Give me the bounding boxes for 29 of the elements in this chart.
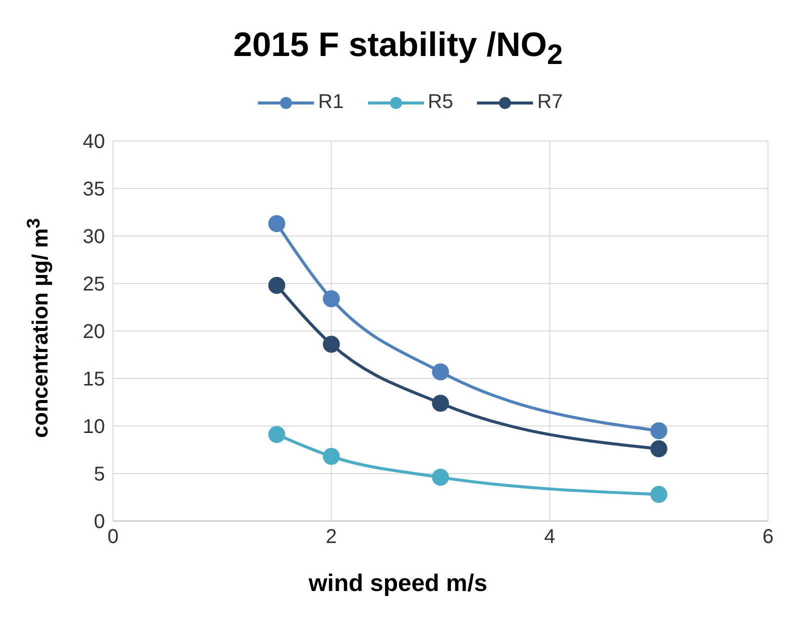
y-tick-label: 15 — [82, 368, 105, 391]
y-tick-label: 0 — [94, 511, 105, 534]
point — [432, 394, 449, 412]
point — [650, 486, 668, 503]
y-tick-label: 25 — [82, 274, 105, 296]
point — [322, 336, 340, 353]
chart-title: 2015 F stability /NO$_{2}$ — [232, 25, 564, 73]
point — [650, 422, 668, 440]
y-tick-label: 5 — [94, 464, 105, 486]
y-tick-label: 20 — [82, 321, 105, 344]
x-tick-label: 6 — [762, 526, 774, 548]
point — [268, 276, 286, 294]
y-tick-label: 30 — [82, 226, 105, 248]
legend-label: R1 — [317, 91, 344, 114]
x-tick-label: 2 — [326, 526, 337, 548]
y-tick-label: 10 — [82, 416, 105, 438]
point — [432, 468, 449, 486]
point — [322, 448, 340, 465]
y-tick-label: 40 — [82, 131, 105, 154]
x-axis-title: wind speed m/s — [308, 570, 488, 598]
point — [650, 440, 668, 458]
point — [268, 215, 286, 232]
legend-label: R7 — [536, 91, 563, 114]
x-tick-label: 4 — [544, 526, 556, 548]
point — [322, 290, 340, 308]
point — [432, 363, 449, 380]
y-tick-label: 35 — [82, 178, 105, 201]
legend-label: R5 — [426, 91, 454, 114]
point — [268, 426, 286, 444]
